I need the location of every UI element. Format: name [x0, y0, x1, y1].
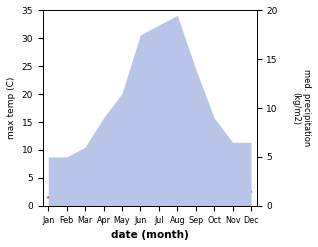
Y-axis label: med. precipitation
(kg/m2): med. precipitation (kg/m2)	[292, 69, 311, 147]
X-axis label: date (month): date (month)	[111, 230, 189, 240]
Y-axis label: max temp (C): max temp (C)	[7, 77, 16, 139]
